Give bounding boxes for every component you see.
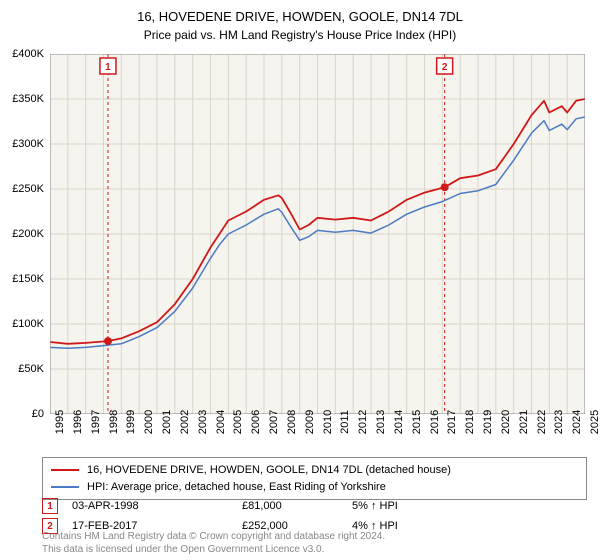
y-tick-label: £350K <box>12 93 44 105</box>
transaction-date: 03-APR-1998 <box>72 500 242 512</box>
x-tick-label: 2011 <box>339 410 351 434</box>
transaction-row: 1 03-APR-1998 £81,000 5% ↑ HPI <box>42 498 587 514</box>
x-tick-label: 2001 <box>161 410 173 434</box>
y-tick-label: £100K <box>12 318 44 330</box>
x-tick-label: 2014 <box>393 410 405 434</box>
x-tick-label: 2024 <box>571 410 583 434</box>
y-tick-label: £150K <box>12 273 44 285</box>
x-tick-label: 2017 <box>446 410 458 434</box>
x-tick-label: 2016 <box>429 410 441 434</box>
x-tick-label: 2021 <box>518 410 530 434</box>
y-tick-label: £250K <box>12 183 44 195</box>
chart-container: 16, HOVEDENE DRIVE, HOWDEN, GOOLE, DN14 … <box>0 0 600 560</box>
x-tick-label: 1997 <box>90 410 102 434</box>
x-tick-label: 2025 <box>589 410 600 434</box>
x-tick-label: 2019 <box>482 410 494 434</box>
x-tick-label: 2023 <box>553 410 565 434</box>
x-tick-label: 1995 <box>54 410 66 434</box>
footer-attribution: Contains HM Land Registry data © Crown c… <box>42 530 587 556</box>
x-tick-label: 2007 <box>268 410 280 434</box>
x-tick-label: 2002 <box>179 410 191 434</box>
legend-swatch <box>51 469 79 471</box>
transaction-price: £81,000 <box>242 500 352 512</box>
legend: 16, HOVEDENE DRIVE, HOWDEN, GOOLE, DN14 … <box>42 457 587 500</box>
x-tick-label: 2000 <box>143 410 155 434</box>
legend-label: 16, HOVEDENE DRIVE, HOWDEN, GOOLE, DN14 … <box>87 462 451 479</box>
x-tick-label: 2020 <box>500 410 512 434</box>
page-subtitle: Price paid vs. HM Land Registry's House … <box>0 26 600 42</box>
x-tick-label: 1998 <box>108 410 120 434</box>
x-tick-label: 2008 <box>286 410 298 434</box>
x-tick-label: 2003 <box>197 410 209 434</box>
y-tick-label: £50K <box>18 363 44 375</box>
legend-row: 16, HOVEDENE DRIVE, HOWDEN, GOOLE, DN14 … <box>51 462 578 479</box>
y-tick-label: £400K <box>12 48 44 60</box>
plot-area: 12 <box>50 54 585 414</box>
x-tick-label: 1996 <box>72 410 84 434</box>
y-tick-label: £300K <box>12 138 44 150</box>
x-tick-label: 1999 <box>125 410 137 434</box>
y-tick-label: £200K <box>12 228 44 240</box>
legend-swatch <box>51 486 79 488</box>
legend-row: HPI: Average price, detached house, East… <box>51 479 578 496</box>
x-tick-label: 2012 <box>357 410 369 434</box>
transaction-delta: 5% ↑ HPI <box>352 500 452 512</box>
x-axis: 1995199619971998199920002001200220032004… <box>50 418 585 458</box>
y-axis: £0£50K£100K£150K£200K£250K£300K£350K£400… <box>0 54 48 414</box>
x-tick-label: 2022 <box>536 410 548 434</box>
legend-label: HPI: Average price, detached house, East… <box>87 479 386 496</box>
x-tick-label: 2004 <box>215 410 227 434</box>
x-tick-label: 2009 <box>304 410 316 434</box>
x-tick-label: 2018 <box>464 410 476 434</box>
page-title: 16, HOVEDENE DRIVE, HOWDEN, GOOLE, DN14 … <box>0 0 600 26</box>
svg-text:2: 2 <box>442 62 448 73</box>
x-tick-label: 2006 <box>250 410 262 434</box>
svg-text:1: 1 <box>105 62 111 73</box>
x-tick-label: 2010 <box>322 410 334 434</box>
x-tick-label: 2005 <box>232 410 244 434</box>
x-tick-label: 2015 <box>411 410 423 434</box>
x-tick-label: 2013 <box>375 410 387 434</box>
y-tick-label: £0 <box>32 408 44 420</box>
chart-svg: 12 <box>50 54 585 414</box>
transaction-marker-1: 1 <box>42 498 58 514</box>
